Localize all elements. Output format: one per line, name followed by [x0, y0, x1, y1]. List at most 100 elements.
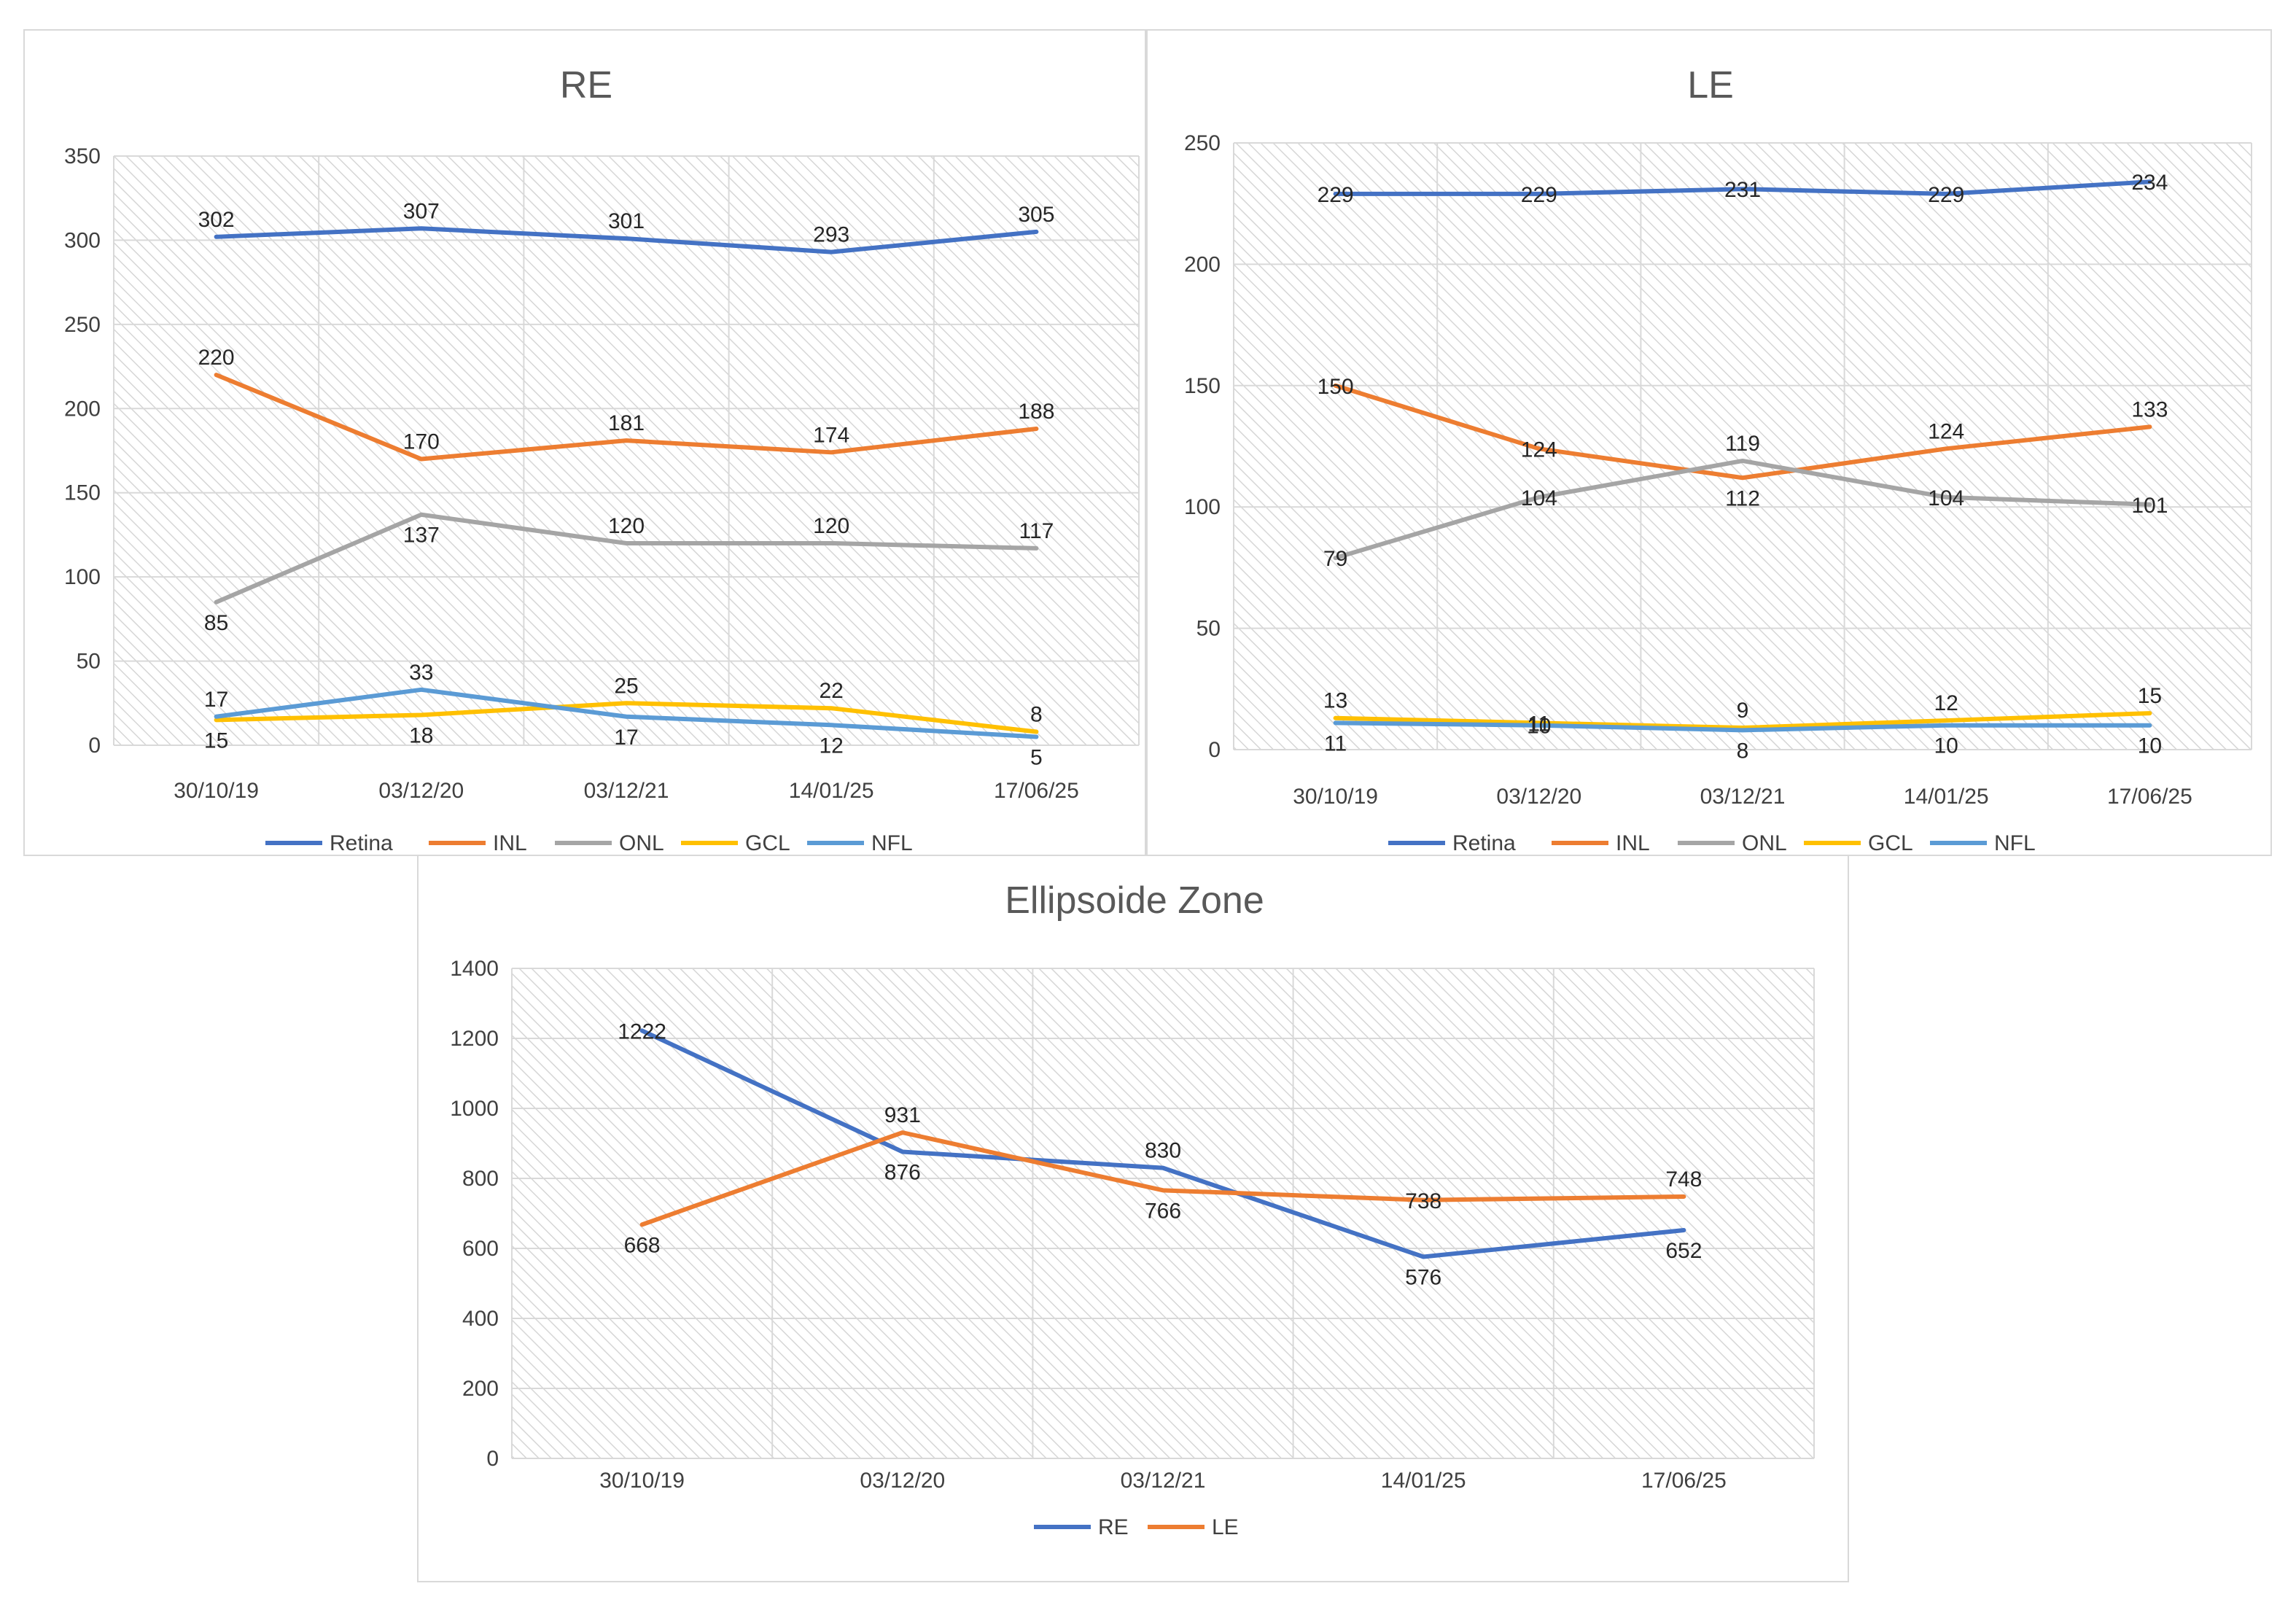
- chart-re-panel: RE 0 50 100 150 200 250 300 350 30/10/19 03/12/20 0…: [23, 29, 1146, 856]
- y-tick-label: 150: [1184, 374, 1221, 398]
- y-tick-label: 400: [462, 1307, 499, 1331]
- data-label-re: 876: [884, 1161, 921, 1185]
- x-tick-label: 03/12/20: [1496, 785, 1581, 809]
- legend-label: LE: [1212, 1515, 1239, 1539]
- data-label-nfl: 10: [2138, 734, 2162, 758]
- x-tick-label: 14/01/25: [789, 779, 874, 803]
- data-label-nfl: 33: [409, 661, 433, 685]
- series-line-re: [639, 1028, 1686, 1259]
- y-tick-label: 350: [64, 144, 101, 168]
- legend-label: INL: [1616, 831, 1650, 855]
- y-tick-label: 200: [1184, 252, 1221, 276]
- series-line-retina: [1333, 179, 2152, 196]
- series-line-inl: [1333, 383, 2152, 481]
- legend-item-inl: INL: [1552, 831, 1650, 855]
- data-label-gcl: 9: [1737, 699, 1749, 723]
- x-tick-label: 30/10/19: [174, 779, 259, 803]
- legend-item-inl: INL: [429, 831, 527, 855]
- y-tick-label: 300: [64, 228, 101, 252]
- data-label-nfl: 17: [614, 726, 638, 750]
- data-label-nfl: 8: [1737, 739, 1749, 763]
- chart-ellipsoide-zone-panel: Ellipsoide Zone 0 200 400 600 800 1000 1200 1400…: [417, 855, 1849, 1582]
- data-label-gcl: 15: [2138, 684, 2162, 708]
- legend-item-gcl: GCL: [1804, 831, 1913, 855]
- x-tick-label: 17/06/25: [2107, 785, 2192, 809]
- data-label-inl: 220: [198, 346, 235, 370]
- data-label-le: 766: [1145, 1199, 1181, 1223]
- series-line-onl: [1333, 458, 2152, 561]
- y-tick-label: 100: [64, 565, 101, 589]
- data-label-retina: 307: [403, 199, 440, 223]
- data-label-le: 668: [624, 1233, 661, 1257]
- chart-re: RE 0 50 100 150 200 250 300 350 30/10/19 03/12/20 0…: [64, 64, 1140, 855]
- legend-item-onl: ONL: [555, 831, 664, 855]
- series-line-retina: [214, 226, 1039, 254]
- data-label-inl: 112: [1725, 486, 1760, 510]
- data-label-le: 931: [884, 1103, 921, 1127]
- data-label-gcl: 25: [614, 674, 638, 698]
- data-label-retina: 231: [1724, 178, 1761, 202]
- x-tick-label: 14/01/25: [1904, 785, 1989, 809]
- legend-label: GCL: [1868, 831, 1913, 855]
- data-label-onl: 117: [1019, 519, 1054, 543]
- x-tick-label: 17/06/25: [994, 779, 1079, 803]
- data-label-gcl: 12: [1934, 691, 1958, 715]
- data-label-inl: 170: [403, 430, 440, 454]
- data-label-onl: 101: [2131, 494, 2168, 518]
- y-tick-label: 1000: [450, 1097, 499, 1121]
- data-label-gcl: 22: [820, 679, 844, 703]
- data-label-inl: 133: [2131, 397, 2168, 421]
- x-tick-label: 14/01/25: [1381, 1469, 1466, 1493]
- x-tick-label: 03/12/21: [584, 779, 669, 803]
- series-line-nfl: [214, 687, 1039, 739]
- chart-le: LE 0 50 100 150 200 250 30/10/19 03/12/20 03/12/2…: [1184, 64, 2252, 855]
- data-label-nfl: 10: [1934, 734, 1958, 758]
- data-label-retina: 305: [1018, 203, 1054, 227]
- legend-label: NFL: [1994, 831, 2036, 855]
- x-tick-label: 30/10/19: [1293, 785, 1378, 809]
- data-label-gcl: 8: [1030, 703, 1043, 727]
- data-label-onl: 120: [608, 514, 645, 538]
- data-label-onl: 137: [403, 524, 440, 548]
- series-line-gcl: [214, 701, 1039, 734]
- y-tick-label: 0: [486, 1447, 499, 1471]
- data-label-retina: 229: [1318, 183, 1354, 207]
- legend-label: ONL: [619, 831, 664, 855]
- data-label-le: 748: [1665, 1167, 1702, 1192]
- legend-label: Retina: [1452, 831, 1516, 855]
- legend-item-retina: Retina: [265, 831, 393, 855]
- legend-item-nfl: NFL: [807, 831, 913, 855]
- plot-area: [512, 968, 1814, 1458]
- legend-item-le: LE: [1148, 1515, 1239, 1539]
- y-tick-label: 200: [462, 1377, 499, 1401]
- chart-le-panel: LE 0 50 100 150 200 250 30/10/19 03/12/20 03/12/2…: [1146, 29, 2272, 856]
- data-label-retina: 229: [1521, 183, 1557, 207]
- legend-item-re: RE: [1034, 1515, 1129, 1539]
- data-label-gcl: 11: [1528, 712, 1550, 736]
- data-label-nfl: 17: [204, 688, 228, 712]
- chart-ellipsoide-zone: Ellipsoide Zone 0 200 400 600 800 1000 1200 1400…: [450, 879, 1815, 1539]
- legend-item-gcl: GCL: [681, 831, 790, 855]
- y-tick-label: 800: [462, 1167, 499, 1191]
- data-label-retina: 229: [1928, 183, 1964, 207]
- x-tick-label: 03/12/20: [860, 1469, 945, 1493]
- y-tick-label: 250: [1184, 131, 1221, 155]
- series-line-nfl: [1333, 720, 2152, 733]
- data-label-onl: 85: [204, 611, 228, 635]
- y-tick-label: 200: [64, 397, 101, 421]
- series-line-le: [639, 1130, 1686, 1227]
- legend-label: INL: [493, 831, 527, 855]
- chart-title: RE: [560, 64, 612, 106]
- data-label-re: 576: [1405, 1266, 1441, 1290]
- chart-title: Ellipsoide Zone: [1005, 879, 1264, 922]
- data-label-inl: 181: [608, 411, 645, 435]
- data-label-nfl: 11: [1324, 731, 1347, 755]
- data-label-re: 1222: [618, 1019, 666, 1043]
- data-label-inl: 188: [1018, 400, 1054, 424]
- data-label-onl: 120: [813, 514, 849, 538]
- y-tick-label: 50: [77, 650, 101, 674]
- x-tick-label: 17/06/25: [1641, 1469, 1727, 1493]
- plot-area: [1234, 143, 2252, 750]
- data-label-re: 652: [1665, 1239, 1702, 1263]
- data-label-onl: 119: [1725, 432, 1760, 456]
